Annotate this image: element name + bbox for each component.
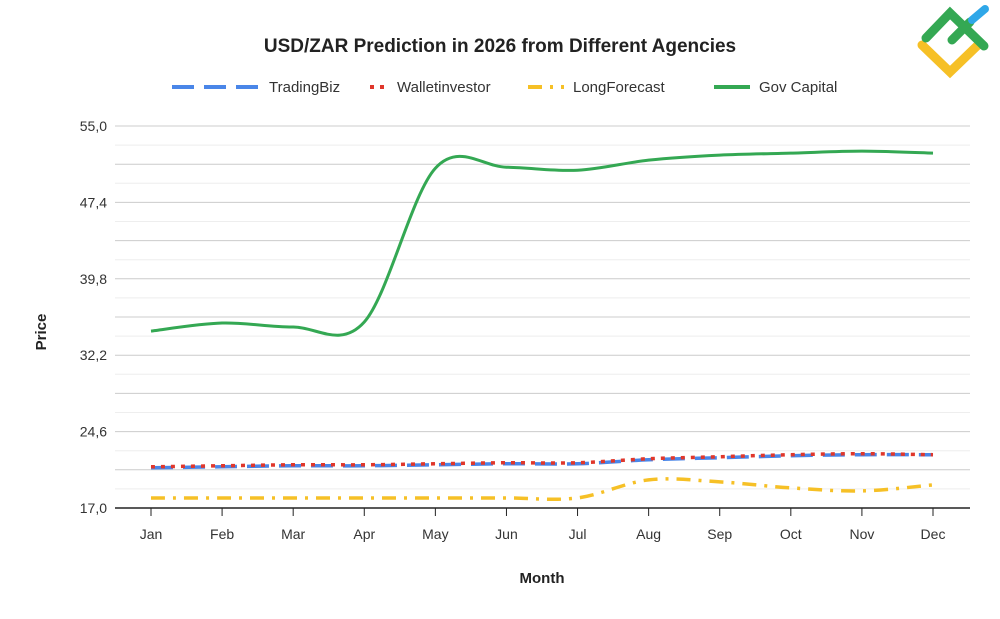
- y-tick-label: 24,6: [80, 424, 107, 440]
- x-tick-label: Jul: [569, 526, 587, 542]
- x-tick-label: Sep: [707, 526, 732, 542]
- x-axis-label: Month: [520, 570, 565, 587]
- legend-label: Gov Capital: [759, 79, 837, 96]
- y-tick-label: 47,4: [80, 194, 107, 210]
- logo: [917, 5, 989, 79]
- y-tick-label: 32,2: [80, 347, 107, 363]
- series-line-walletinvestor: [150, 451, 934, 469]
- series-line-gov-capital: [150, 149, 934, 337]
- x-tick-label: Mar: [281, 526, 305, 542]
- x-tick-label: Apr: [353, 526, 375, 542]
- legend-label: Walletinvestor: [397, 79, 491, 96]
- x-tick-label: Jun: [495, 526, 518, 542]
- series-line-longforecast: [151, 477, 934, 502]
- x-tick-label: May: [422, 526, 448, 542]
- y-tick-label: 55,0: [80, 118, 107, 134]
- x-tick-label: Jan: [140, 526, 163, 542]
- y-tick-label: 17,0: [80, 500, 107, 516]
- legend-label: TradingBiz: [269, 79, 340, 96]
- legend-label: LongForecast: [573, 79, 666, 96]
- x-tick-label: Aug: [636, 526, 661, 542]
- chart-title: USD/ZAR Prediction in 2026 from Differen…: [264, 36, 736, 57]
- x-tick-label: Feb: [210, 526, 234, 542]
- x-tick-label: Dec: [921, 526, 946, 542]
- x-tick-label: Nov: [849, 526, 874, 542]
- y-tick-label: 39,8: [80, 271, 107, 287]
- y-axis-label: Price: [33, 314, 50, 351]
- x-tick-label: Oct: [780, 526, 802, 542]
